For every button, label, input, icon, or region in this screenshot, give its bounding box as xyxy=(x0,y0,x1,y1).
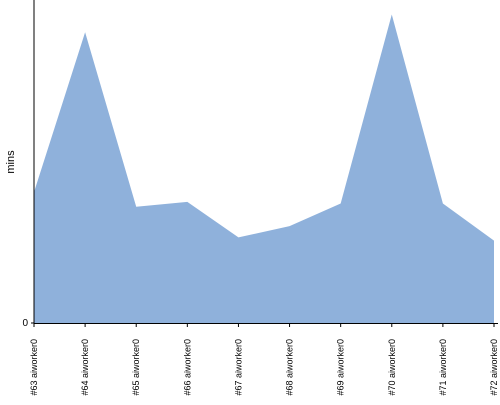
x-tick-label: #70 aiworker0 xyxy=(387,339,397,396)
x-tick-label: #72 aiworker0 xyxy=(489,339,499,396)
x-tick-label: #66 aiworker0 xyxy=(182,339,192,396)
y-tick-label: 0 xyxy=(22,318,28,329)
x-tick-label: #67 aiworker0 xyxy=(233,339,243,396)
x-tick-label: #69 aiworker0 xyxy=(336,339,346,396)
x-tick-label: #65 aiworker0 xyxy=(131,339,141,396)
x-tick-label: #64 aiworker0 xyxy=(80,339,90,396)
x-tick-label: #63 aiworker0 xyxy=(29,339,39,396)
x-tick-label: #71 aiworker0 xyxy=(438,339,448,396)
x-tick-label: #68 aiworker0 xyxy=(285,339,295,396)
area xyxy=(34,14,494,323)
y-axis-label: mins xyxy=(5,150,17,174)
